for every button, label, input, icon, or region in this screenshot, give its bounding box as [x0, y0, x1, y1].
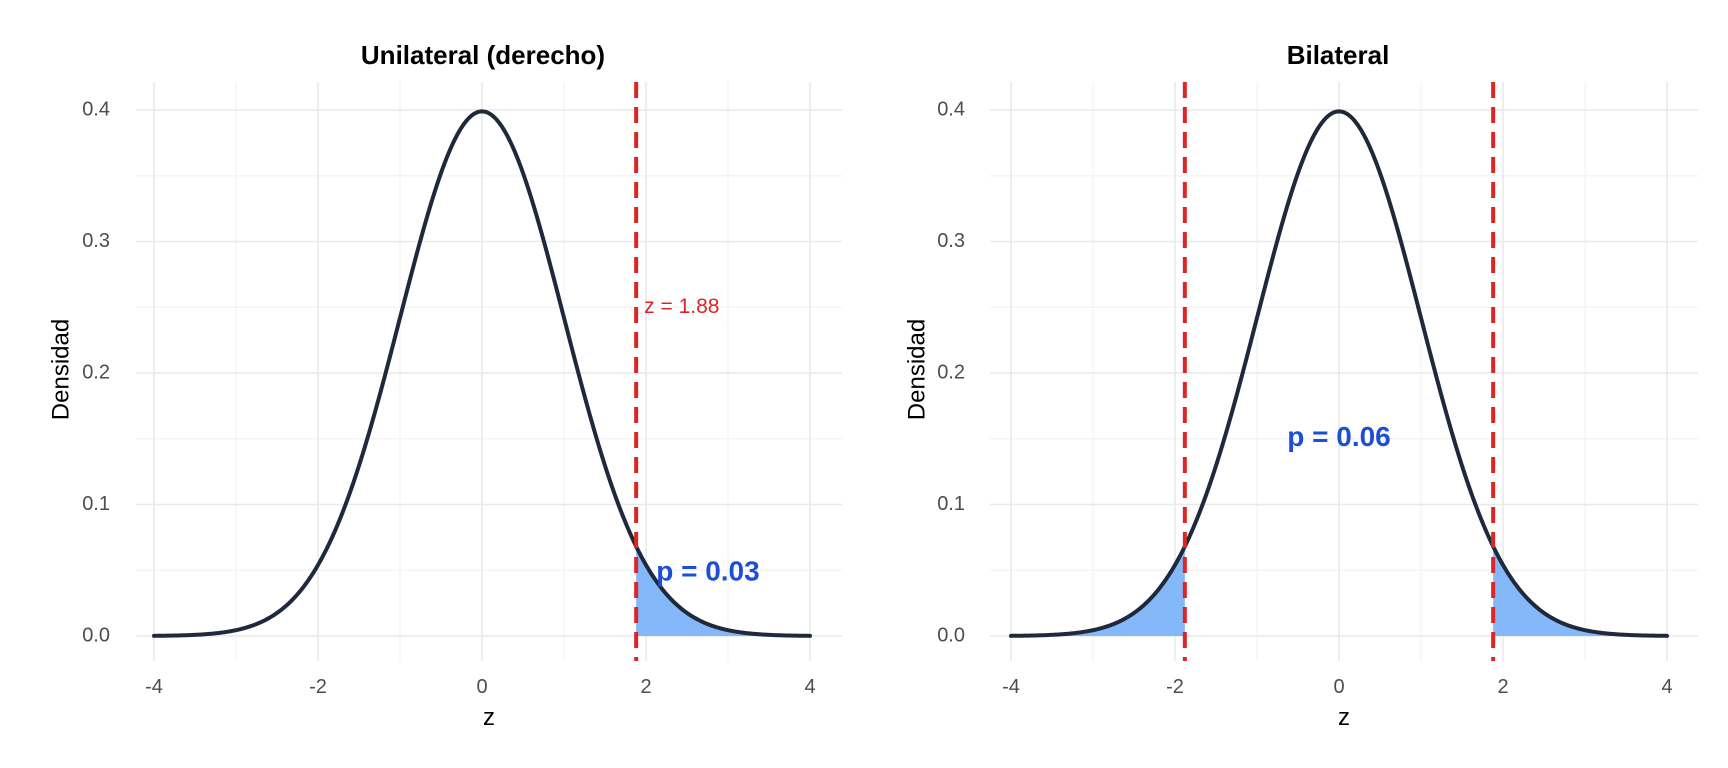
density-curve — [152, 109, 812, 638]
x-tick-label: -4 — [145, 676, 163, 698]
y-tick-label: 0.0 — [82, 624, 110, 646]
y-tick-label: 0.3 — [82, 230, 110, 252]
y-axis-label: Densidad — [903, 319, 930, 420]
panel-unilateral: z = 1.88 p = 0.03 -4 -2 0 2 4 0.0 0.1 0.2 0.3 0.4 Un… — [47, 40, 842, 731]
y-tick-label: 0.4 — [82, 98, 110, 120]
panel-title: Unilateral (derecho) — [361, 40, 605, 70]
x-tick-label: -4 — [1002, 676, 1020, 698]
x-axis-label: z — [483, 704, 495, 731]
panel-bilateral: p = 0.06 -4 -2 0 2 4 0.0 0.1 0.2 0.3 0.4 Bilateral z… — [903, 40, 1698, 731]
p-value-annotation: p = 0.03 — [656, 555, 760, 586]
y-tick-label: 0.3 — [937, 230, 965, 252]
shaded-tail-region — [1011, 546, 1185, 636]
x-tick-label: -2 — [1166, 676, 1184, 698]
x-tick-label: 2 — [1497, 676, 1508, 698]
x-tick-label: 4 — [804, 676, 815, 698]
x-axis-label: z — [1338, 704, 1350, 731]
x-tick-label: 2 — [640, 676, 651, 698]
y-tick-label: 0.2 — [937, 361, 965, 383]
x-tick-label: 0 — [476, 676, 487, 698]
x-tick-label: -2 — [309, 676, 327, 698]
y-tick-label: 0.0 — [937, 624, 965, 646]
panel-title: Bilateral — [1287, 40, 1390, 70]
x-tick-label: 0 — [1333, 676, 1344, 698]
y-tick-label: 0.4 — [937, 98, 965, 120]
z-value-annotation: z = 1.88 — [644, 295, 719, 318]
gridlines — [990, 82, 1698, 661]
shaded-tail-region — [1493, 546, 1667, 636]
density-curve — [1009, 109, 1669, 638]
p-value-annotation: p = 0.06 — [1287, 421, 1391, 452]
x-tick-label: 4 — [1661, 676, 1672, 698]
shaded-tail-region — [636, 546, 810, 636]
y-tick-label: 0.1 — [82, 493, 110, 515]
y-tick-label: 0.2 — [82, 361, 110, 383]
y-axis-label: Densidad — [47, 319, 74, 420]
y-tick-label: 0.1 — [937, 493, 965, 515]
